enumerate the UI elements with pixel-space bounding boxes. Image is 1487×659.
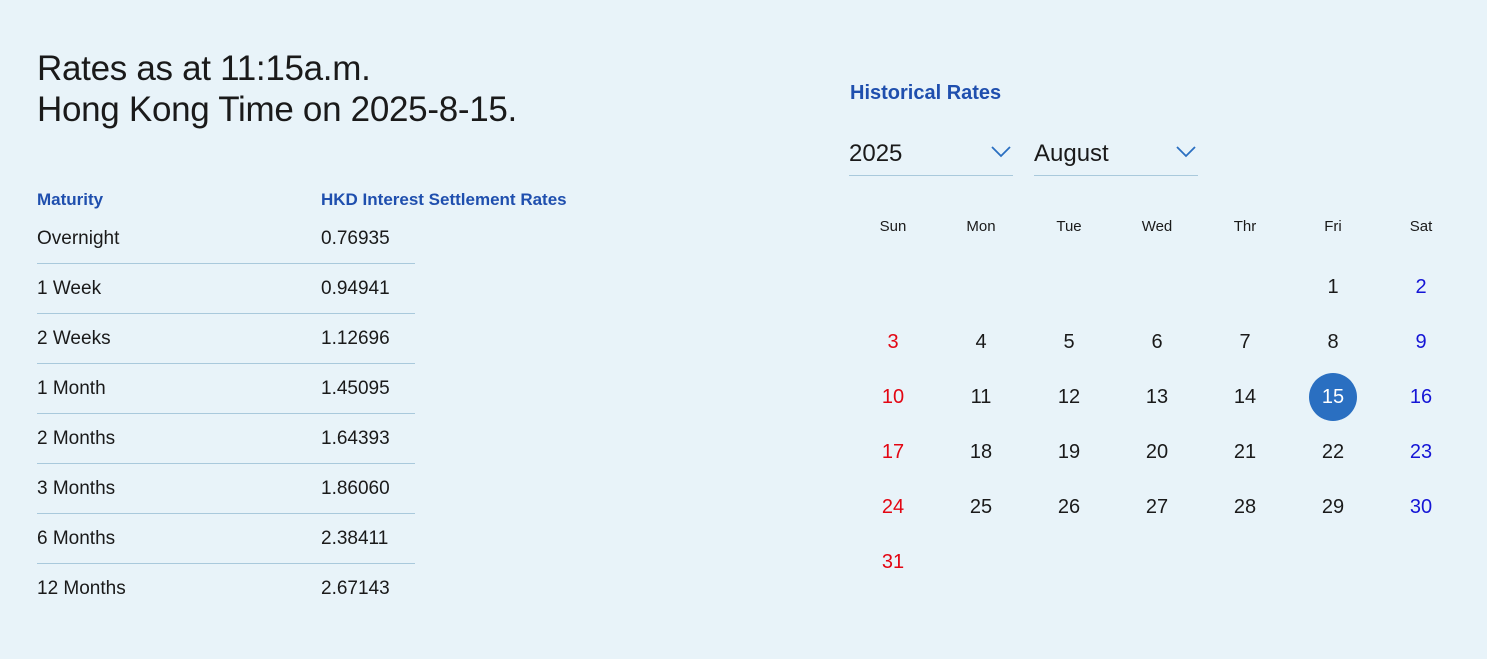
rate-cell: 2.38411: [321, 527, 389, 549]
calendar-day-empty: [937, 263, 1025, 311]
table-row: 6 Months 2.38411: [37, 514, 415, 564]
rate-cell: 1.86060: [321, 477, 390, 499]
calendar-day[interactable]: 30: [1409, 495, 1433, 518]
maturity-cell: 12 Months: [37, 578, 126, 599]
calendar-day[interactable]: 6: [1151, 330, 1163, 353]
calendar-day[interactable]: 7: [1239, 330, 1251, 353]
maturity-cell: 2 Months: [37, 427, 116, 449]
calendar-day[interactable]: 26: [1057, 495, 1081, 518]
calendar-day-selected[interactable]: 15: [1289, 372, 1377, 421]
selected-day-label: 15: [1309, 372, 1357, 421]
table-row: 12 Months 2.67143: [37, 564, 415, 614]
weekday-label: Wed: [1141, 217, 1173, 235]
rate-cell: 1.64393: [321, 427, 390, 449]
calendar-day[interactable]: 13: [1145, 385, 1169, 408]
calendar-day[interactable]: 23: [1409, 440, 1433, 463]
calendar-week: 10 11 12 13 14 15 16: [849, 369, 1465, 424]
month-select[interactable]: August: [1034, 136, 1198, 176]
weekday-label: Thr: [1233, 217, 1257, 235]
table-row: 1 Month 1.45095: [37, 364, 415, 414]
table-row: 1 Week 0.94941: [37, 264, 415, 314]
calendar-day-empty: [1025, 263, 1113, 311]
calendar-week: 17 18 19 20 21 22 23: [849, 424, 1465, 479]
calendar-day[interactable]: 31: [881, 550, 905, 573]
weekday-label: Sat: [1409, 217, 1433, 235]
calendar-day[interactable]: 5: [1063, 330, 1075, 353]
weekday-label: Fri: [1324, 217, 1342, 235]
maturity-cell: 6 Months: [37, 527, 116, 549]
calendar-day[interactable]: 28: [1233, 495, 1257, 518]
maturity-cell: 3 Months: [37, 477, 116, 499]
page-title-line-1: Rates as at 11:15a.m.: [37, 49, 371, 88]
calendar-day[interactable]: 27: [1145, 495, 1169, 518]
historical-rates-title: Historical Rates: [850, 82, 1002, 104]
calendar-week: 24 25 26 27 28 29 30: [849, 479, 1465, 534]
calendar-week: 3 4 5 6 7 8 9: [849, 314, 1465, 369]
rates-table: Maturity HKD Interest Settlement Rates O…: [37, 186, 597, 614]
calendar-day-empty: [1201, 263, 1289, 311]
rate-cell: 0.76935: [321, 227, 390, 249]
maturity-cell: Overnight: [37, 227, 120, 249]
calendar-day[interactable]: 4: [975, 330, 987, 353]
table-row: Overnight 0.76935: [37, 214, 415, 264]
month-select-value: August: [1034, 140, 1109, 167]
calendar-day[interactable]: 10: [881, 385, 905, 408]
calendar-day[interactable]: 17: [881, 440, 905, 463]
calendar-day-empty: [1201, 538, 1289, 586]
rate-cell: 1.12696: [321, 327, 390, 349]
calendar-day-empty: [1025, 538, 1113, 586]
calendar-day[interactable]: 22: [1321, 440, 1345, 463]
maturity-cell: 2 Weeks: [37, 327, 111, 349]
maturity-column-header: Maturity: [37, 190, 104, 209]
calendar-day[interactable]: 19: [1057, 440, 1081, 463]
weekday-label: Sun: [879, 217, 907, 235]
calendar-week: 1 2: [849, 259, 1465, 314]
calendar-day[interactable]: 18: [969, 440, 993, 463]
calendar-day[interactable]: 3: [887, 330, 899, 353]
calendar-day[interactable]: 8: [1327, 330, 1339, 353]
calendar-day[interactable]: 29: [1321, 495, 1345, 518]
page-title: Rates as at 11:15a.m. Hong Kong Time on …: [37, 48, 517, 130]
rate-cell: 0.94941: [321, 277, 390, 299]
calendar-day[interactable]: 21: [1233, 440, 1257, 463]
year-select-value: 2025: [849, 140, 903, 167]
calendar-day-empty: [937, 538, 1025, 586]
weekday-label: Tue: [1056, 217, 1082, 235]
year-select[interactable]: 2025: [849, 136, 1013, 176]
rate-column-header: HKD Interest Settlement Rates: [321, 190, 567, 209]
rates-table-header: Maturity HKD Interest Settlement Rates: [37, 186, 597, 214]
calendar-day-empty: [1113, 263, 1201, 311]
calendar-day[interactable]: 14: [1233, 385, 1257, 408]
maturity-cell: 1 Month: [37, 377, 106, 399]
table-row: 2 Weeks 1.12696: [37, 314, 415, 364]
calendar-day[interactable]: 25: [969, 495, 993, 518]
rate-cell: 2.67143: [321, 578, 390, 599]
maturity-cell: 1 Week: [37, 277, 102, 299]
calendar-day-empty: [1377, 538, 1465, 586]
calendar-day[interactable]: 11: [970, 385, 992, 408]
table-row: 3 Months 1.86060: [37, 464, 415, 514]
table-row: 2 Months 1.64393: [37, 414, 415, 464]
calendar-day[interactable]: 1: [1327, 275, 1339, 298]
rate-cell: 1.45095: [321, 377, 390, 399]
calendar-day[interactable]: 20: [1145, 440, 1169, 463]
page-title-line-2: Hong Kong Time on 2025-8-15.: [37, 90, 517, 129]
calendar-day[interactable]: 2: [1415, 275, 1427, 298]
calendar-day-empty: [1289, 538, 1377, 586]
calendar-day-empty: [1113, 538, 1201, 586]
calendar-day[interactable]: 16: [1409, 385, 1433, 408]
chevron-down-icon: [1176, 146, 1196, 158]
chevron-down-icon: [991, 146, 1011, 158]
calendar-week: 31: [849, 534, 1465, 589]
weekday-label: Mon: [966, 217, 996, 235]
calendar-day[interactable]: 9: [1415, 330, 1427, 353]
calendar-day[interactable]: 24: [881, 495, 905, 518]
calendar: Sun Mon Tue Wed Thr Fri Sat 1 2 3 4 5 6 …: [849, 210, 1465, 589]
calendar-day[interactable]: 12: [1057, 385, 1081, 408]
calendar-day-empty: [849, 263, 937, 311]
weekday-header-row: Sun Mon Tue Wed Thr Fri Sat: [849, 210, 1465, 242]
